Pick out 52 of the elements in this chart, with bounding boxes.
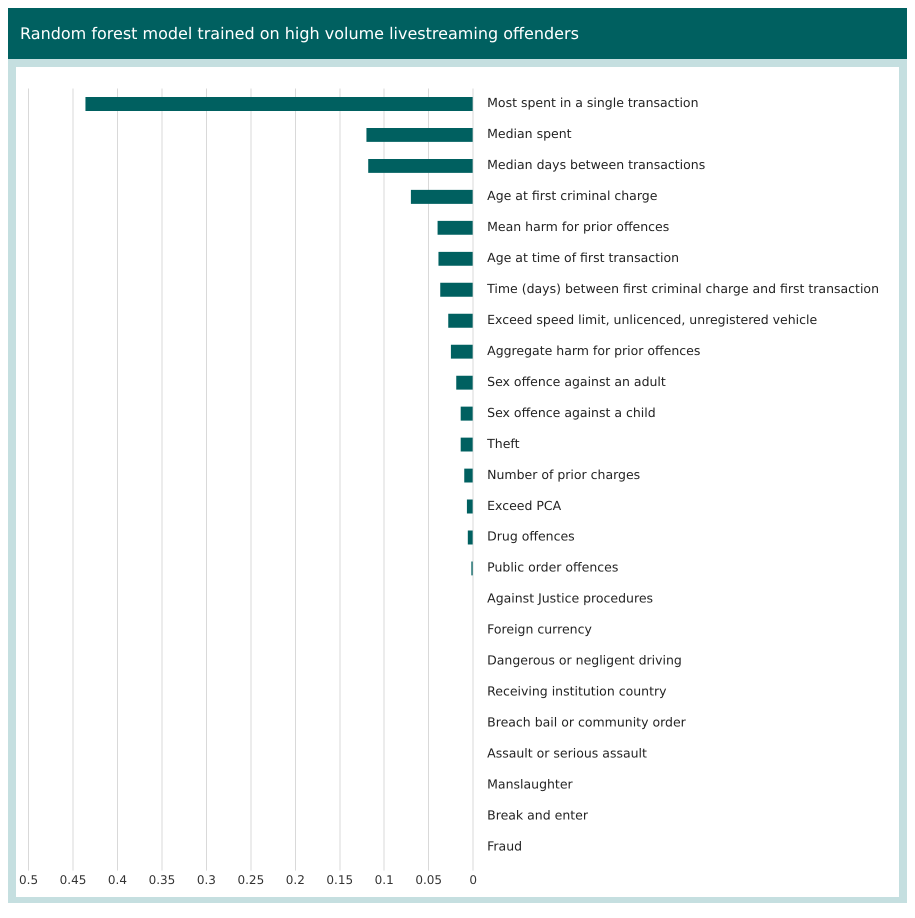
bar — [450, 344, 473, 359]
bar — [464, 468, 473, 483]
y-tick-label: Number of prior charges — [487, 466, 640, 482]
y-tick-label: Most spent in a single transaction — [487, 95, 698, 110]
bar — [410, 190, 473, 204]
y-tick-label: Sex offence against a child — [487, 404, 656, 420]
bar — [438, 252, 473, 266]
x-tick-label: 0.2 — [286, 872, 305, 887]
x-tick-label: 0.45 — [60, 872, 86, 887]
y-tick-label: Foreign currency — [487, 622, 592, 637]
bar — [466, 500, 473, 514]
y-tick-label: Drug offences — [487, 528, 575, 544]
bar — [368, 158, 473, 173]
bar — [456, 376, 473, 390]
x-tick-label: 0.4 — [108, 872, 128, 887]
bar — [460, 438, 473, 452]
x-tick-label: 0.1 — [374, 872, 394, 887]
y-tick-label: Median spent — [487, 126, 572, 142]
y-tick-label: Exceed speed limit, unlicenced, unregistered vehicle — [487, 312, 818, 327]
y-tick-label: Receiving institution country — [487, 684, 668, 699]
bar — [460, 406, 473, 421]
y-tick-label: Manslaughter — [487, 776, 574, 792]
bar — [440, 282, 473, 297]
bar — [438, 220, 473, 235]
y-tick-label: Exceed PCA — [487, 498, 562, 513]
x-tick-label: 0.05 — [415, 872, 442, 887]
y-tick-label: Public order offences — [487, 560, 618, 575]
y-tick-label: Dangerous or negligent driving — [487, 652, 682, 668]
chart-title: Random forest model trained on high volume livestreaming offenders — [8, 8, 907, 59]
y-tick-label: Breach bail or community order — [487, 714, 687, 730]
y-tick-label: Sex offence against an adult — [487, 374, 666, 389]
y-tick-label: Age at first criminal charge — [487, 188, 658, 204]
x-tick-label: 0.3 — [196, 872, 216, 887]
y-tick-label: Against Justice procedures — [487, 590, 654, 606]
y-tick-label: Break and enter — [487, 807, 589, 822]
y-tick-label: Aggregate harm for prior offences — [487, 342, 700, 358]
y-tick-label: Fraud — [487, 838, 522, 854]
x-tick-label: 0.25 — [237, 872, 264, 887]
y-tick-label: Assault or serious assault — [487, 745, 648, 760]
y-tick-label: Theft — [486, 436, 520, 451]
x-tick-label: 0.5 — [18, 872, 38, 887]
bar — [85, 97, 473, 111]
x-tick-label: 0.15 — [326, 872, 354, 887]
bar — [366, 128, 473, 142]
y-tick-label: Time (days) between first criminal charge and first transaction — [486, 281, 879, 296]
y-tick-label: Age at time of first transaction — [487, 250, 680, 266]
x-tick-label: 0 — [469, 872, 477, 887]
y-tick-label: Median days between transactions — [487, 157, 706, 172]
bar — [448, 314, 473, 328]
bar — [468, 530, 473, 544]
x-tick-label: 0.35 — [148, 872, 176, 887]
y-tick-label: Mean harm for prior offences — [487, 219, 670, 234]
